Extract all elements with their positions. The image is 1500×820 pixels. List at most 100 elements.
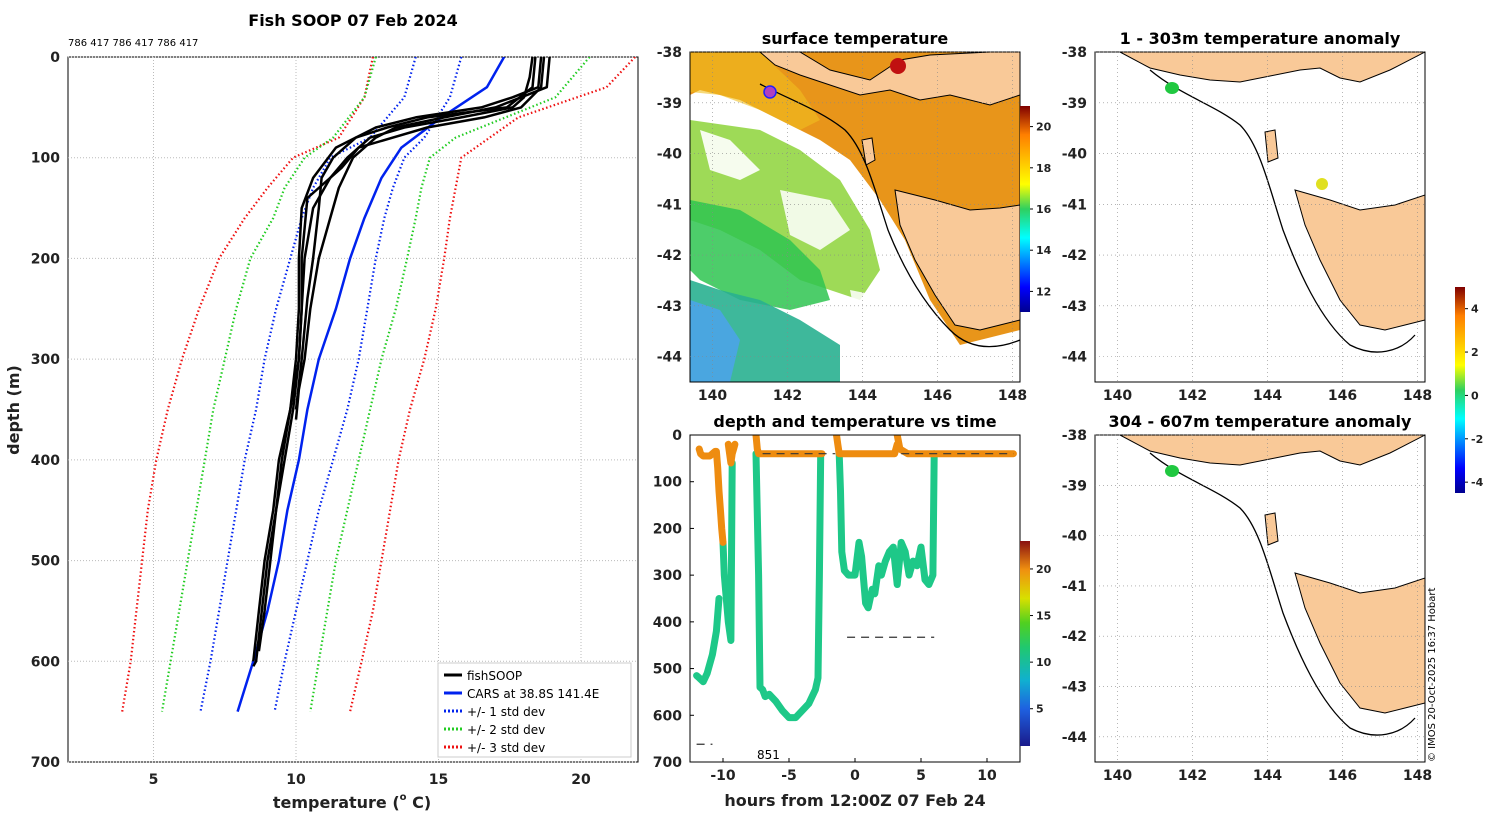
anomaly-upper-x-tick-label: 146 — [1328, 388, 1357, 404]
profile-y-ticks: 0 100 200 300 400 500 600 700 — [31, 50, 60, 771]
sst-colorbar-tick-label: 18 — [1036, 162, 1051, 175]
sst-y-tick-label: -38 — [657, 45, 682, 61]
depth-time-deep-track — [835, 450, 938, 612]
std1-minus-line — [199, 57, 417, 712]
sst-vessel-position — [763, 85, 777, 99]
depth-time-deep-track — [693, 595, 723, 686]
legend-label-std3: +/- 3 std dev — [467, 741, 545, 755]
anomaly-upper-y-tick-label: -43 — [1062, 299, 1087, 315]
depth-time-x-tick-label: 0 — [850, 768, 860, 784]
anomaly-lower-mainland — [1119, 435, 1425, 466]
anomaly-lower-x-tick-label: 142 — [1178, 768, 1207, 784]
anomaly-lower-y-tick-label: -41 — [1062, 579, 1087, 595]
anomaly-lower-x-tick-label: 140 — [1103, 768, 1132, 784]
std2-plus-line — [309, 57, 591, 712]
depth-time-colorbar-tick-label: 15 — [1036, 610, 1051, 623]
fishsoop-profile-line — [252, 57, 543, 667]
anomaly-upper-y-tick-label: -42 — [1062, 248, 1087, 264]
sst-map-title: surface temperature — [762, 29, 949, 48]
anomaly-lower-tasmania — [1294, 572, 1425, 714]
profile-panel: 5 10 15 20 0 100 200 300 400 500 600 700 Fish SOOP… — [4, 11, 639, 812]
profile-title: Fish SOOP 07 Feb 2024 — [248, 11, 457, 30]
sst-colorbar-tick-label: 16 — [1036, 203, 1052, 216]
depth-time-y-tick-label: 0 — [672, 428, 682, 444]
profile-x-tick-label: 20 — [571, 772, 591, 788]
sst-hot-spot — [890, 58, 906, 74]
profile-x-tick-label: 15 — [429, 772, 448, 788]
sst-x-tick-label: 148 — [998, 388, 1027, 404]
depth-time-surface-track — [695, 445, 727, 546]
sst-x-tick-label: 140 — [698, 388, 727, 404]
depth-time-y-tick-label: 300 — [653, 568, 682, 584]
sst-warm-band — [690, 52, 820, 130]
anomaly-lower-ticks: 140 142 144 146 148 -38 -39 -40 -41 -42 -43 -44 — [1062, 428, 1432, 784]
profile-axes-box — [67, 56, 639, 763]
sst-king-island — [861, 137, 876, 166]
anomaly-lower-y-tick-label: -39 — [1062, 478, 1087, 494]
depth-time-title: depth and temperature vs time — [713, 412, 996, 431]
sst-x-tick-label: 142 — [773, 388, 802, 404]
depth-time-x-tick-label: -10 — [710, 768, 736, 784]
sst-shelf-contour — [759, 83, 1020, 348]
depth-time-deep-track — [719, 459, 736, 644]
profile-x-label: temperature (o C) — [273, 792, 431, 812]
depth-time-surface-track — [724, 440, 739, 467]
sst-mainland — [759, 52, 1020, 106]
profile-y-tick-label: 200 — [31, 251, 60, 267]
std2-minus-line — [160, 57, 377, 712]
anomaly-upper-ticks: 140 142 144 146 148 -38 -39 -40 -41 -42 -43 -44 — [1062, 45, 1432, 404]
profile-series — [121, 57, 636, 712]
anomaly-colorbar-tick-label: 2 — [1471, 346, 1479, 359]
cars-mean-line — [236, 57, 506, 712]
sst-y-tick-label: -44 — [657, 350, 683, 366]
fishsoop-profile-line — [294, 57, 537, 410]
anomaly-upper-shelf-contour — [1149, 69, 1416, 353]
anomaly-lower-y-tick-label: -43 — [1062, 680, 1087, 696]
depth-time-x-tick-label: 10 — [977, 768, 997, 784]
depth-time-series — [693, 435, 1017, 745]
anomaly-colorbar — [1455, 287, 1465, 493]
anomaly-lower-map — [1095, 435, 1425, 762]
sst-cloud-1 — [700, 130, 760, 180]
depth-time-y-tick-label: 400 — [653, 615, 682, 631]
sst-coldest-region — [690, 300, 740, 382]
anomaly-lower-y-tick-label: -44 — [1062, 730, 1088, 746]
anomaly-upper-x-tick-label: 148 — [1403, 388, 1432, 404]
sst-y-tick-label: -42 — [657, 248, 682, 264]
sst-y-tick-label: -40 — [657, 147, 683, 163]
anomaly-upper-mainland — [1119, 52, 1425, 83]
depth-time-annotation: 851 — [757, 748, 780, 762]
profile-y-tick-label: 300 — [31, 352, 60, 368]
depth-time-colorbar-tick-label: 20 — [1036, 563, 1052, 576]
anomaly-upper-title: 1 - 303m temperature anomaly — [1120, 29, 1401, 48]
sst-colorbar-tick-label: 14 — [1036, 244, 1052, 257]
profile-y-tick-label: 0 — [50, 50, 60, 66]
anomaly-upper-y-tick-label: -41 — [1062, 197, 1087, 213]
anomaly-upper-y-tick-label: -38 — [1062, 45, 1087, 61]
fishsoop-profile-line — [252, 57, 534, 662]
sst-mid-region — [690, 200, 830, 310]
sst-colorbar — [1020, 106, 1030, 312]
anomaly-upper-x-tick-label: 142 — [1178, 388, 1207, 404]
sst-map-content — [690, 52, 1020, 382]
anomaly-upper-x-tick-label: 140 — [1103, 388, 1132, 404]
depth-time-x-tick-label: 5 — [916, 768, 926, 784]
depth-time-colorbar-ticks: 5 10 15 20 — [1030, 563, 1052, 716]
anomaly-upper-map — [1095, 52, 1425, 382]
anomaly-lower-obs-west — [1165, 465, 1179, 477]
profile-y-tick-label: 400 — [31, 453, 60, 469]
sst-tasmania — [894, 189, 1020, 331]
std3-minus-line — [121, 57, 374, 712]
anomaly-upper-obs-west — [1165, 82, 1179, 94]
anomaly-lower-x-tick-label: 148 — [1403, 768, 1432, 784]
anomaly-lower-y-tick-label: -42 — [1062, 629, 1087, 645]
depth-time-y-tick-label: 600 — [653, 708, 682, 724]
depth-time-y-tick-label: 200 — [653, 521, 682, 537]
profile-y-label: depth (m) — [4, 365, 23, 455]
fishsoop-profile-line — [257, 57, 546, 652]
legend-label-std1: +/- 1 std dev — [467, 705, 545, 719]
profile-x-tick-label: 10 — [286, 772, 306, 788]
depth-time-y-tick-label: 500 — [653, 662, 682, 678]
anomaly-upper-king-island — [1264, 129, 1279, 163]
anomaly-upper-panel: 1 - 303m temperature anomaly 140 142 144 14… — [1062, 29, 1432, 404]
